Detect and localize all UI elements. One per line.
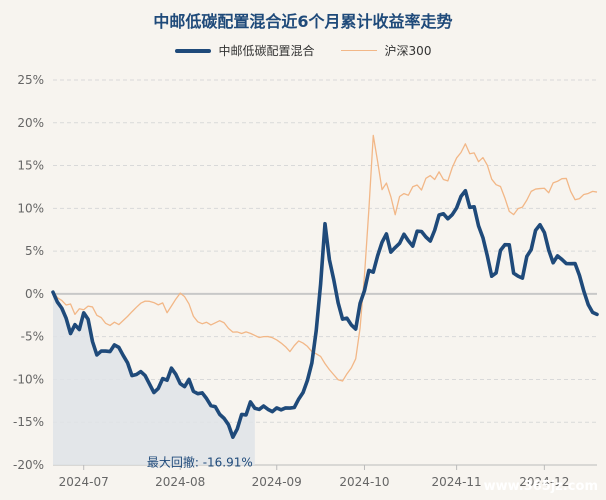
series-line-index [52,134,598,382]
legend-swatch-fund [174,48,211,53]
y-tick-label: -15% [13,415,44,429]
chart-title: 中邮低碳配置混合近6个月累计收益率走势 [153,12,453,31]
legend-item-fund: 中邮低碳配置混合 [174,42,315,59]
x-tick-label: 2024-11 [432,475,482,489]
legend-label-index: 沪深300 [384,44,432,58]
y-tick-label: -5% [21,330,44,344]
y-tick-label: 25% [17,73,44,87]
x-tick-label: 2024-09 [252,475,302,489]
y-tick-label: 10% [17,201,44,215]
max-drawdown-area [53,292,255,465]
legend-label-fund: 中邮低碳配置混合 [218,44,315,58]
site-watermark: www.365jz.com [483,479,598,494]
series-line-fund [51,188,599,439]
y-tick-label: 15% [17,159,44,173]
y-tick-label: 5% [25,244,44,258]
y-tick-label: -10% [13,372,44,386]
legend-swatch-index [340,49,377,52]
legend-item-index: 沪深300 [340,42,432,59]
max-drawdown-label: 最大回撤: -16.91% [147,455,253,470]
y-tick-label: -20% [13,458,44,472]
y-tick-label: 0% [25,287,44,301]
x-tick-label: 2024-10 [339,475,389,489]
legend: 中邮低碳配置混合 沪深300 [0,42,606,59]
x-tick-label: 2024-07 [59,475,109,489]
y-tick-label: 20% [17,116,44,130]
x-tick-label: 2024-12 [519,475,569,489]
x-tick-label: 2024-08 [155,475,205,489]
